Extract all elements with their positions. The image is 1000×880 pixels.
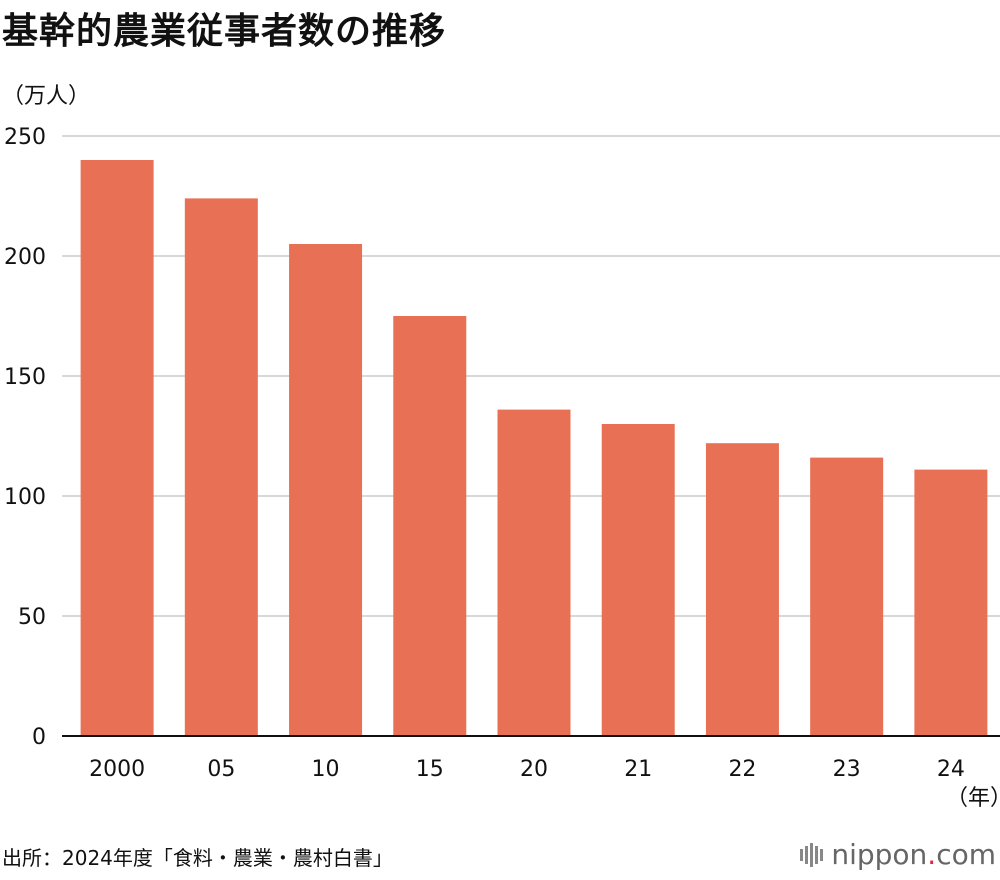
x-tick-label: 22 [728,757,756,782]
bar-23 [810,457,884,736]
chart-title: 基幹的農業従事者数の推移 [2,11,447,52]
y-tick-label: 100 [4,485,46,510]
bar-20 [497,409,571,736]
y-tick-label: 150 [4,365,46,390]
y-axis-unit-label: （万人） [2,84,91,109]
x-tick-label: 23 [833,757,861,782]
x-tick-labels: 2000 05 10 15 20 21 22 23 24 [89,757,965,782]
brand-dot: . [927,838,937,871]
x-axis-unit-label: （年） [946,786,1000,811]
y-tick-label: 200 [4,245,46,270]
x-tick-label: 2000 [89,757,145,782]
brand-suffix: com [936,838,996,871]
y-tick-label: 250 [4,125,46,150]
x-tick-label: 20 [520,757,548,782]
source-note: 出所：2024年度「食料・農業・農村白書」 [2,846,393,870]
y-tick-labels: 0 50 100 150 200 250 [4,125,46,750]
bar-2000 [80,160,154,736]
x-tick-label: 15 [416,757,444,782]
y-tick-label: 0 [32,725,46,750]
bar-22 [705,443,779,736]
bar-24 [914,469,988,736]
brand-bars-icon [800,842,825,867]
y-tick-label: 50 [18,605,46,630]
x-tick-label: 21 [624,757,652,782]
x-tick-label: 10 [312,757,340,782]
bar-15 [393,316,467,736]
brand-logo: nippon. com [800,838,996,871]
x-tick-label: 24 [937,757,965,782]
bar-10 [289,244,363,736]
bars [80,160,988,736]
x-tick-label: 05 [207,757,235,782]
bar-21 [601,424,675,736]
bar-05 [184,198,258,736]
brand-name: nippon [831,838,928,871]
